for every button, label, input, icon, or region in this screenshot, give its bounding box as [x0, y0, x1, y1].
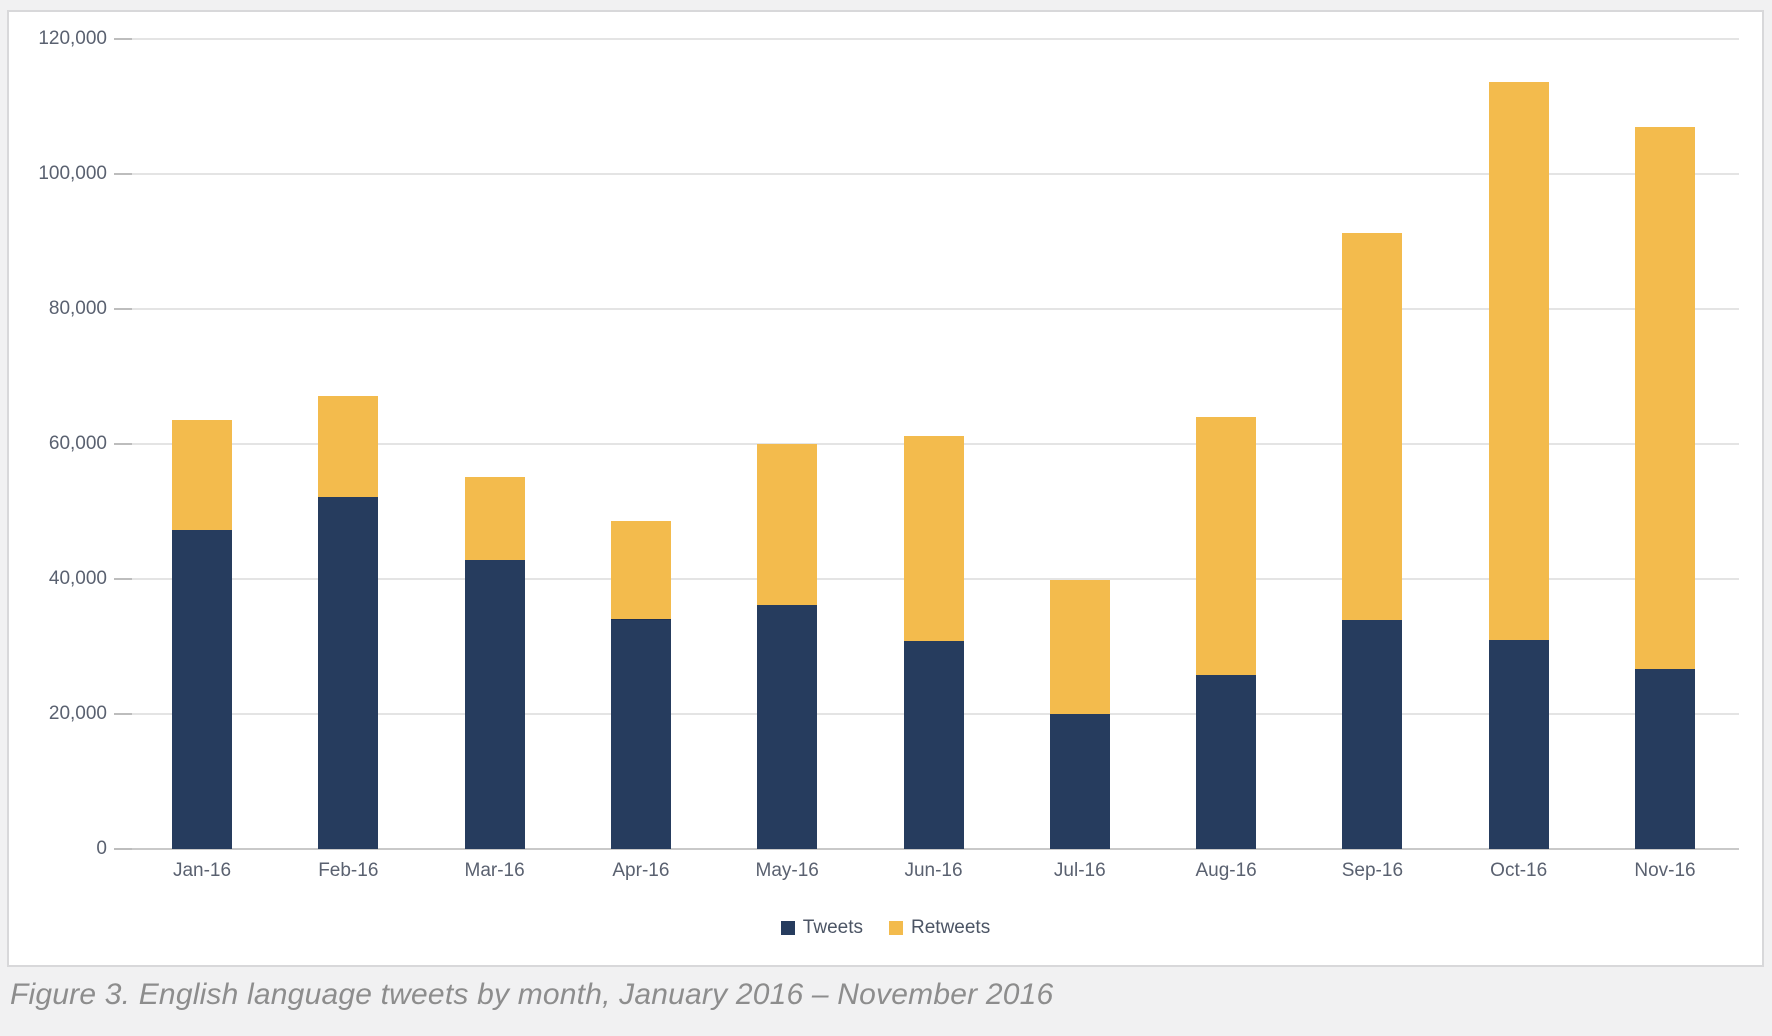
x-tick-label: May-16	[755, 860, 819, 881]
x-tick-label: Feb-16	[318, 860, 379, 881]
x-tick-label: Nov-16	[1634, 860, 1696, 881]
bar-segment-tweets	[903, 641, 964, 849]
y-axis-tick	[114, 713, 132, 715]
y-tick-label: 80,000	[48, 298, 107, 319]
bar-segment-retweets	[464, 477, 525, 561]
x-tick-label: Apr-16	[612, 860, 670, 881]
bar-segment-retweets	[1049, 580, 1110, 714]
x-tick-label: Mar-16	[464, 860, 525, 881]
bar-segment-retweets	[610, 520, 671, 620]
tweets-swatch-icon	[780, 921, 795, 935]
y-tick-label: 0	[96, 838, 107, 859]
bar-segment-tweets	[757, 604, 818, 849]
bar-segment-tweets	[1488, 640, 1549, 849]
bar-segment-tweets	[1196, 674, 1257, 849]
y-gridline	[132, 173, 1739, 175]
x-tick-label: Jun-16	[904, 860, 963, 881]
x-tick-label: Jan-16	[172, 860, 232, 881]
bar-segment-tweets	[610, 619, 671, 849]
y-axis-tick	[114, 308, 132, 310]
x-tick-label: Jul-16	[1053, 860, 1106, 881]
y-tick-label: 20,000	[48, 703, 107, 724]
y-tick-label: 60,000	[48, 433, 107, 454]
chart-card: 0 20,000 40,000 60,000 80,000 100,000 120,000 J…	[7, 10, 1764, 967]
bar-segment-retweets	[903, 435, 964, 642]
bar-segment-tweets	[1049, 714, 1110, 849]
plot-area: 0 20,000 40,000 60,000 80,000 100,000 120,000 J…	[9, 12, 1762, 965]
x-tick-label: Oct-16	[1490, 860, 1548, 881]
bar-segment-retweets	[1635, 127, 1695, 670]
bar-segment-retweets	[1488, 82, 1549, 641]
legend-item-tweets: Tweets	[780, 917, 863, 939]
y-axis-tick	[114, 173, 132, 175]
bar-segment-tweets	[1342, 620, 1403, 849]
bar-segment-retweets	[1342, 232, 1403, 621]
y-axis-tick	[114, 578, 132, 580]
retweets-swatch-icon	[889, 921, 903, 935]
bar-segment-tweets	[1635, 669, 1695, 849]
bar-segment-retweets	[757, 444, 818, 605]
y-axis-tick	[114, 443, 132, 445]
y-tick-label: 100,000	[38, 163, 107, 184]
x-axis-line	[132, 848, 1739, 850]
x-tick-label: Sep-16	[1341, 860, 1404, 881]
y-tick-label: 40,000	[48, 568, 107, 589]
y-axis-tick	[114, 38, 132, 40]
bar-segment-retweets	[172, 419, 232, 530]
y-tick-label: 120,000	[38, 28, 107, 49]
y-gridline	[132, 38, 1739, 40]
bar-segment-tweets	[464, 560, 525, 849]
x-tick-label: Aug-16	[1195, 860, 1257, 881]
bar-segment-retweets	[1196, 417, 1257, 675]
bar-segment-tweets	[318, 496, 379, 849]
legend-label-retweets: Retweets	[911, 917, 991, 938]
chart-legend: Tweets Retweets	[9, 917, 1762, 939]
legend-label-tweets: Tweets	[802, 917, 863, 938]
y-gridline	[132, 308, 1739, 310]
bar-segment-retweets	[318, 396, 379, 497]
figure-caption: Figure 3. English language tweets by mon…	[10, 978, 1054, 1011]
bar-segment-tweets	[172, 529, 232, 849]
legend-item-retweets: Retweets	[889, 917, 990, 939]
y-axis-tick	[114, 848, 132, 850]
